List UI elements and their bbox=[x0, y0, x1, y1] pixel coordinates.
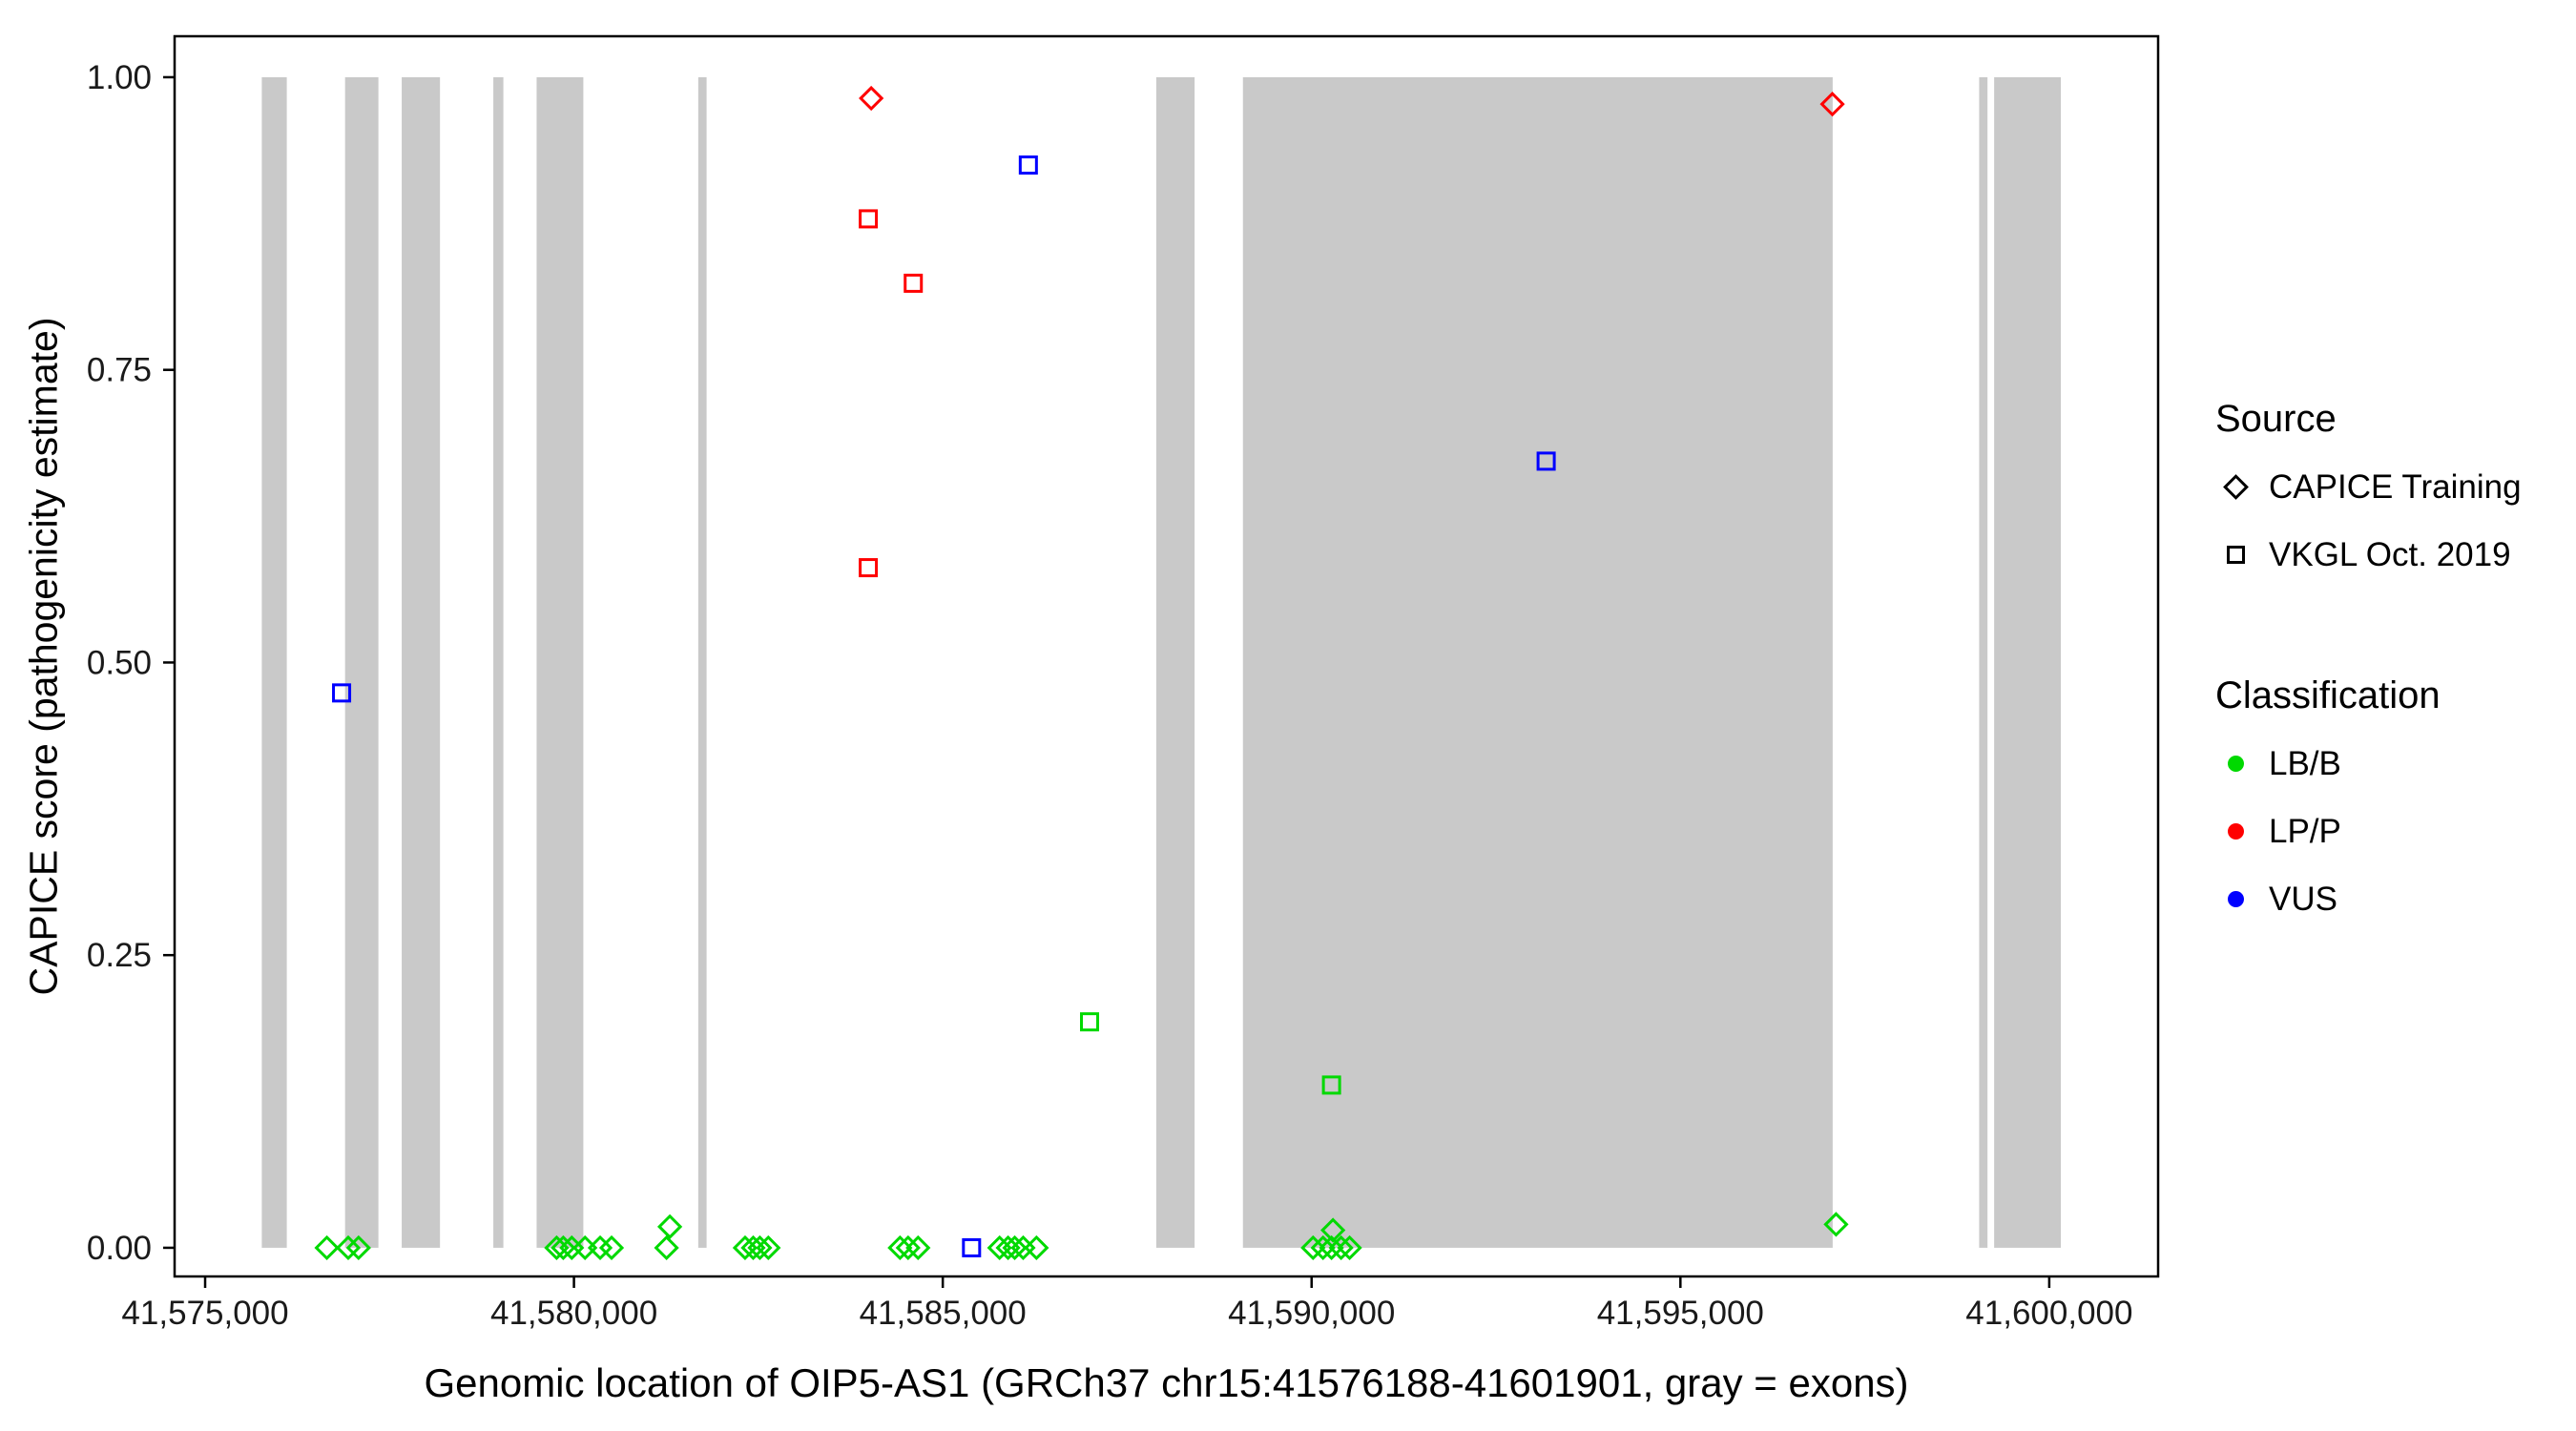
data-point-diamond bbox=[656, 1213, 683, 1239]
data-point-diamond bbox=[1300, 1234, 1326, 1261]
data-point-diamond bbox=[1823, 1212, 1849, 1237]
legend-item-vus: VUS bbox=[2215, 865, 2570, 933]
diamond-icon bbox=[2221, 473, 2250, 502]
x-tick-label: 41,600,000 bbox=[1965, 1295, 2132, 1332]
y-tick-label: 0.75 bbox=[87, 352, 152, 389]
data-point-square bbox=[332, 683, 352, 703]
data-point-square bbox=[1536, 451, 1556, 471]
data-point-diamond bbox=[587, 1234, 613, 1261]
legend-item-label: CAPICE Training bbox=[2269, 467, 2522, 506]
legend-item-label: LB/B bbox=[2269, 744, 2341, 782]
legend-item-lbb: LB/B bbox=[2215, 730, 2570, 798]
red-dot-icon bbox=[2221, 818, 2250, 846]
legend-item-vkgl: VKGL Oct. 2019 bbox=[2215, 521, 2570, 589]
x-tick-label: 41,585,000 bbox=[860, 1295, 1027, 1332]
data-point-diamond bbox=[1320, 1217, 1346, 1243]
data-point-square bbox=[1321, 1075, 1341, 1095]
legend-item-capice-training: CAPICE Training bbox=[2215, 453, 2570, 521]
y-tick-label: 0.50 bbox=[87, 644, 152, 681]
data-point-diamond bbox=[740, 1234, 766, 1261]
data-point-square bbox=[962, 1237, 982, 1257]
data-point-diamond bbox=[1337, 1234, 1362, 1261]
y-tick-label: 1.00 bbox=[87, 59, 152, 96]
data-point-square bbox=[1080, 1012, 1100, 1032]
data-point-diamond bbox=[345, 1234, 371, 1261]
data-point-diamond bbox=[887, 1234, 913, 1261]
data-point-diamond bbox=[1328, 1234, 1354, 1261]
data-point-diamond bbox=[905, 1234, 931, 1261]
data-point-diamond bbox=[551, 1234, 576, 1261]
data-point-diamond bbox=[598, 1234, 625, 1261]
data-point-diamond bbox=[1319, 1234, 1344, 1261]
x-tick-label: 41,595,000 bbox=[1597, 1295, 1764, 1332]
data-point-diamond bbox=[732, 1234, 758, 1261]
data-point-diamond bbox=[747, 1234, 773, 1261]
legend-classification-title: Classification bbox=[2215, 674, 2441, 716]
square-icon bbox=[2221, 541, 2250, 570]
exon-band bbox=[1994, 76, 2062, 1248]
legend-item-label: VUS bbox=[2269, 880, 2337, 918]
data-point-diamond bbox=[1819, 92, 1845, 117]
data-point-diamond bbox=[1024, 1234, 1049, 1261]
legend-item-label: LP/P bbox=[2269, 812, 2341, 850]
data-point-square bbox=[859, 209, 879, 229]
data-point-diamond bbox=[654, 1234, 679, 1261]
x-tick-label: 41,575,000 bbox=[121, 1295, 288, 1332]
data-point-diamond bbox=[1002, 1234, 1028, 1261]
x-tick-label: 41,580,000 bbox=[490, 1295, 657, 1332]
data-point-square bbox=[859, 558, 879, 578]
exon-band bbox=[536, 76, 584, 1248]
exon-band bbox=[402, 76, 441, 1248]
exon-band bbox=[697, 76, 707, 1248]
legend-item-label: VKGL Oct. 2019 bbox=[2269, 535, 2511, 573]
exon-band bbox=[344, 76, 379, 1248]
exon-band bbox=[1979, 76, 1988, 1248]
data-point-diamond bbox=[1310, 1234, 1336, 1261]
green-dot-icon bbox=[2221, 750, 2250, 778]
y-axis-title: CAPICE score (pathogenicity estimate) bbox=[21, 317, 66, 996]
data-point-diamond bbox=[314, 1234, 340, 1261]
y-tick-label: 0.00 bbox=[87, 1230, 152, 1267]
exon-band bbox=[1155, 76, 1195, 1248]
x-tick-label: 41,590,000 bbox=[1228, 1295, 1395, 1332]
plot-border bbox=[173, 34, 2160, 1278]
data-point-square bbox=[1018, 155, 1038, 175]
data-point-diamond bbox=[859, 85, 884, 112]
legend-source-title: Source bbox=[2215, 398, 2337, 440]
y-tick-label: 0.25 bbox=[87, 937, 152, 974]
exon-band bbox=[493, 76, 504, 1248]
data-point-diamond bbox=[335, 1234, 362, 1261]
data-point-diamond bbox=[895, 1234, 921, 1261]
data-point-diamond bbox=[756, 1234, 781, 1261]
blue-dot-icon bbox=[2221, 885, 2250, 914]
exon-band bbox=[1242, 76, 1833, 1248]
x-axis-title: Genomic location of OIP5-AS1 (GRCh37 chr… bbox=[424, 1360, 1909, 1405]
data-point-square bbox=[904, 273, 924, 293]
legend-item-lpp: LP/P bbox=[2215, 798, 2570, 865]
exon-band bbox=[261, 76, 287, 1248]
legend: Source CAPICE Training VKGL Oct. 2019 Cl… bbox=[2215, 385, 2570, 933]
